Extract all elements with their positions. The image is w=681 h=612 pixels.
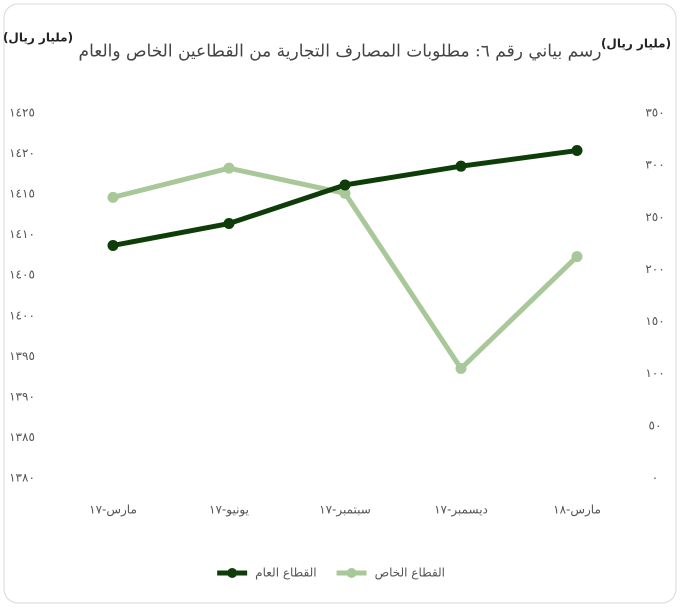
- series-marker: [339, 187, 351, 199]
- y2-tick-label: ٣٥٠: [645, 106, 664, 120]
- y-tick-label: ١٤٢٥: [9, 106, 35, 120]
- y-tick-label: ١٤٠٥: [9, 268, 35, 282]
- y2-tick-label: ٣٠٠: [645, 158, 664, 172]
- y2-axis-label: (مليار ريال): [601, 37, 671, 51]
- series-marker: [455, 160, 467, 172]
- y-tick-label: ١٣٨٠: [9, 471, 35, 485]
- legend-marker: [346, 568, 357, 578]
- legend-marker: [227, 568, 238, 578]
- series-marker: [223, 218, 235, 230]
- y2-tick-label: ٥٠: [649, 418, 662, 432]
- series-marker: [339, 179, 351, 191]
- x-tick-label: ديسمبر-١٧: [434, 503, 488, 518]
- y-tick-label: ١٤١٠: [9, 227, 35, 241]
- x-tick-label: يونيو-١٧: [209, 503, 249, 518]
- x-tick-label: مارس-١٧: [89, 503, 137, 518]
- y-tick-label: ١٤١٥: [9, 187, 35, 201]
- y-tick-label: ١٣٩٥: [9, 349, 35, 363]
- y2-tick-label: ١٥٠: [645, 314, 664, 328]
- series-marker: [571, 251, 583, 263]
- y2-tick-label: ٢٠٠: [645, 262, 664, 276]
- y2-tick-label: ٠: [652, 471, 658, 485]
- legend-label: القطاع الخاص: [375, 566, 445, 581]
- y-axis-label: (مليار ريال): [3, 31, 73, 45]
- series-marker: [107, 239, 119, 251]
- x-tick-label: مارس-١٨: [553, 503, 601, 518]
- y2-tick-label: ١٠٠: [645, 366, 664, 380]
- series-marker: [107, 191, 119, 203]
- y-tick-label: ١٣٨٥: [9, 430, 35, 444]
- x-tick-label: سبتمبر-١٧: [319, 503, 371, 518]
- series-marker: [455, 363, 467, 374]
- legend-label: القطاع العام: [255, 566, 316, 580]
- series-marker: [571, 145, 583, 157]
- y-tick-label: ١٤٢٠: [9, 146, 35, 160]
- y-tick-label: ١٣٩٠: [9, 389, 35, 403]
- series-marker: [223, 162, 235, 174]
- chart-frame: [3, 3, 677, 604]
- y-tick-label: ١٤٠٠: [9, 308, 35, 322]
- chart-title: رسم بياني رقم ٦: مطلوبات المصارف التجاري…: [79, 42, 602, 62]
- y2-tick-label: ٢٥٠: [645, 210, 664, 224]
